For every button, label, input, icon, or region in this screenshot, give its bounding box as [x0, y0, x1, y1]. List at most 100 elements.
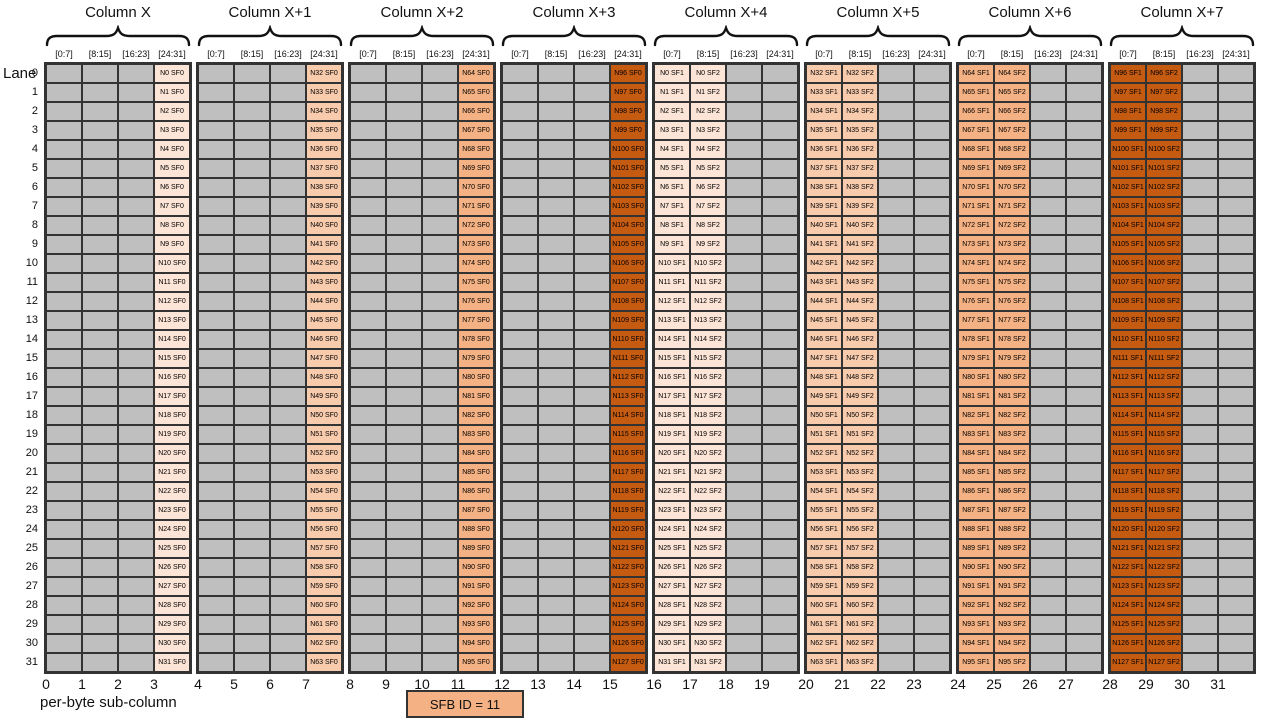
data-cell: N22 SF1	[654, 482, 690, 501]
empty-cell	[270, 596, 306, 615]
empty-cell	[502, 596, 538, 615]
data-cell: N57 SF1	[806, 539, 842, 558]
data-cell: N88 SF0	[458, 520, 494, 539]
empty-cell	[46, 311, 82, 330]
data-cell: N59 SF0	[306, 577, 342, 596]
data-cell: N54 SF2	[842, 482, 878, 501]
empty-cell	[234, 463, 270, 482]
empty-cell	[878, 463, 914, 482]
subcol-range-label: [8:15]	[848, 49, 872, 59]
empty-cell	[270, 463, 306, 482]
empty-cell	[1030, 254, 1066, 273]
data-cell: N12 SF0	[154, 292, 190, 311]
data-cell: N31 SF1	[654, 653, 690, 672]
empty-cell	[386, 558, 422, 577]
data-cell: N83 SF0	[458, 425, 494, 444]
empty-cell	[118, 83, 154, 102]
empty-cell	[878, 216, 914, 235]
data-cell: N12 SF1	[654, 292, 690, 311]
empty-cell	[198, 349, 234, 368]
data-cell: N99 SF1	[1110, 121, 1146, 140]
empty-cell	[726, 425, 762, 444]
lane-number: 25	[25, 542, 38, 554]
empty-cell	[914, 463, 950, 482]
empty-cell	[574, 653, 610, 672]
lane-axis: 0 1 2 3 4 5 6 7 8 9 10 11 12 13 14 15 16 17 18 19 20 21 22 23 24…	[0, 64, 41, 672]
data-cell: N47 SF1	[806, 349, 842, 368]
data-cell: N19 SF1	[654, 425, 690, 444]
data-cell: N19 SF0	[154, 425, 190, 444]
empty-cell	[386, 349, 422, 368]
empty-cell	[538, 330, 574, 349]
empty-cell	[1030, 64, 1066, 83]
data-cell: N126 SF2	[1146, 634, 1182, 653]
empty-cell	[198, 463, 234, 482]
empty-cell	[726, 520, 762, 539]
empty-cell	[1218, 596, 1254, 615]
data-cell: N36 SF0	[306, 140, 342, 159]
lane-number: 28	[25, 599, 38, 611]
empty-cell	[198, 539, 234, 558]
empty-cell	[386, 197, 422, 216]
empty-cell	[762, 197, 798, 216]
empty-cell	[502, 653, 538, 672]
data-cell: N113 SF1	[1110, 387, 1146, 406]
data-cell: N120 SF2	[1146, 520, 1182, 539]
empty-cell	[198, 121, 234, 140]
empty-cell	[1066, 311, 1102, 330]
data-cell: N46 SF1	[806, 330, 842, 349]
empty-cell	[386, 159, 422, 178]
empty-cell	[1066, 425, 1102, 444]
empty-cell	[538, 482, 574, 501]
lane-number: 10	[25, 257, 38, 269]
empty-cell	[502, 159, 538, 178]
empty-cell	[350, 558, 386, 577]
empty-cell	[726, 159, 762, 178]
data-cell: N26 SF1	[654, 558, 690, 577]
empty-cell	[422, 330, 458, 349]
empty-cell	[270, 83, 306, 102]
data-cell: N100 SF1	[1110, 140, 1146, 159]
data-cell: N13 SF0	[154, 311, 190, 330]
empty-cell	[1182, 254, 1218, 273]
empty-cell	[270, 634, 306, 653]
data-cell: N117 SF0	[610, 463, 646, 482]
data-cell: N27 SF2	[690, 577, 726, 596]
empty-cell	[538, 216, 574, 235]
empty-cell	[502, 577, 538, 596]
data-cell: N118 SF1	[1110, 482, 1146, 501]
empty-cell	[1218, 387, 1254, 406]
subcol-range-label: [0:7]	[55, 49, 73, 59]
empty-cell	[350, 178, 386, 197]
data-cell: N0 SF1	[654, 64, 690, 83]
empty-cell	[270, 406, 306, 425]
empty-cell	[1030, 577, 1066, 596]
empty-cell	[1066, 159, 1102, 178]
empty-cell	[538, 292, 574, 311]
empty-cell	[726, 311, 762, 330]
empty-cell	[762, 83, 798, 102]
empty-cell	[878, 520, 914, 539]
empty-cell	[762, 482, 798, 501]
data-cell: N56 SF1	[806, 520, 842, 539]
data-cell: N122 SF1	[1110, 558, 1146, 577]
empty-cell	[1182, 197, 1218, 216]
empty-cell	[502, 83, 538, 102]
empty-cell	[82, 311, 118, 330]
empty-cell	[502, 482, 538, 501]
empty-cell	[914, 254, 950, 273]
empty-cell	[1182, 501, 1218, 520]
subcolumn-number: 20	[798, 676, 814, 692]
empty-cell	[502, 140, 538, 159]
empty-cell	[234, 83, 270, 102]
empty-cell	[118, 330, 154, 349]
empty-cell	[1030, 102, 1066, 121]
subcol-range-label: [16:23]	[426, 49, 454, 59]
byte-grid: N64 SF1 N64 SF2 N65 SF1 N65 SF2 N66 SF1 N66 S…	[956, 62, 1104, 674]
data-cell: N40 SF2	[842, 216, 878, 235]
data-cell: N56 SF0	[306, 520, 342, 539]
empty-cell	[386, 216, 422, 235]
empty-cell	[914, 539, 950, 558]
lane-number: 20	[25, 447, 38, 459]
empty-cell	[538, 520, 574, 539]
